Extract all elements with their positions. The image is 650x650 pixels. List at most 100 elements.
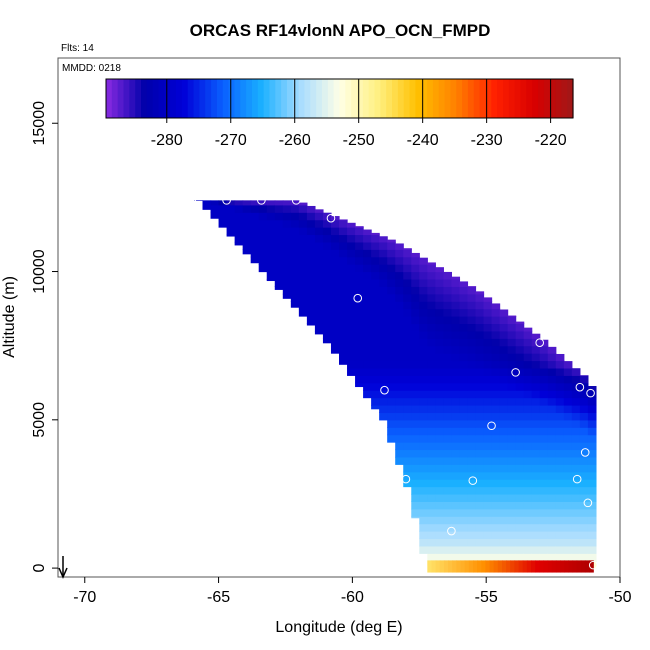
heatmap-cell [451,545,461,554]
heatmap-cell [507,464,517,473]
heatmap-cell [427,382,436,391]
heatmap-cell [555,471,565,480]
heatmap-cell [403,390,412,399]
heatmap-cell [363,338,372,347]
heatmap-cell [371,375,380,384]
heatmap-cell [443,397,452,406]
heatmap-cell [443,419,452,428]
heatmap-cell [290,212,300,221]
heatmap-cell [491,375,501,384]
sample-point [580,448,590,457]
colorbar-cell [462,79,469,118]
surface-cell [518,560,524,573]
heatmap-cell [523,442,533,451]
heatmap-cell [555,382,565,391]
heatmap-cell [531,516,541,525]
heatmap-cell [347,301,356,310]
heatmap-cell [563,501,573,510]
heatmap-cell [515,464,525,473]
heatmap-cell [218,204,228,213]
heatmap-cell [306,308,316,317]
heatmap-cell [515,321,525,325]
heatmap-cell [499,375,509,384]
heatmap-cell [523,553,533,562]
heatmap-cell [459,345,469,354]
heatmap-cell [579,427,589,436]
sample-point [586,388,595,398]
heatmap-cell [507,404,517,414]
heatmap-cell [266,249,276,258]
heatmap-cell [515,427,525,436]
colorbar-cell [421,79,428,118]
colorbar-cell [263,79,271,118]
heatmap-cell [427,316,436,325]
heatmap-cell [258,249,268,258]
heatmap-cell [547,501,557,510]
heatmap-cell [507,456,517,465]
heatmap-cell [507,471,517,480]
heatmap-cell [499,316,509,325]
heatmap-cell [499,390,509,399]
heatmap-cell [395,301,404,310]
heatmap-cell [467,501,477,510]
heatmap-cell [435,479,444,488]
heatmap-cell [491,493,501,502]
heatmap-cell [395,382,404,391]
heatmap-cell [419,523,428,532]
heatmap-cell [234,241,244,246]
heatmap-cell [507,545,517,554]
heatmap-cell [467,516,477,525]
heatmap-cell [507,315,517,317]
heatmap-cell [443,523,452,532]
heatmap-cell [475,330,485,339]
heatmap-cell [467,553,477,562]
heatmap-cell [531,531,541,540]
heatmap-cell [435,338,444,347]
heatmap-cell [419,382,428,391]
heatmap-cell [587,471,597,480]
heatmap-cell [427,508,436,517]
heatmap-cell [403,434,412,443]
heatmap-cell [339,227,348,236]
heatmap-cell [587,449,597,458]
heatmap-cell [483,531,493,540]
surface-cell [535,560,540,573]
heatmap-cell [459,360,469,369]
heatmap-cell [379,256,388,265]
heatmap-cell [314,286,324,295]
heatmap-cell [547,419,557,428]
heatmap-cell [210,212,220,219]
colorbar-cell [275,79,282,118]
heatmap-cell [387,286,396,295]
surface-cell [439,560,445,573]
heatmap-cell [587,456,597,465]
heatmap-cell [395,390,404,399]
heatmap-cell [314,209,324,213]
heatmap-cell [339,353,348,362]
heatmap-cell [355,301,364,310]
heatmap-cell [571,434,581,443]
heatmap-cell [459,434,469,443]
heatmap-cell [587,538,597,547]
heatmap-cell [587,523,597,532]
heatmap-cell [290,286,300,295]
heatmap-cell [443,316,452,325]
heatmap-cell [571,464,581,473]
heatmap-cell [547,397,557,406]
heatmap-cell [395,293,404,302]
heatmap-cell [322,286,332,295]
heatmap-cell [467,330,477,339]
heatmap-cell [379,286,388,295]
heatmap-cell [451,338,461,347]
sample-point [401,474,411,484]
heatmap-cell [435,278,444,287]
heatmap-cell [403,419,412,428]
heatmap-cell [475,382,485,391]
heatmap-cell [499,449,509,458]
heatmap-cell [419,323,428,332]
heatmap-cell [443,308,452,317]
heatmap-cell [339,286,348,295]
heatmap-cells [194,200,597,569]
colorbar-cell [170,79,177,118]
surface-cell [443,560,449,573]
